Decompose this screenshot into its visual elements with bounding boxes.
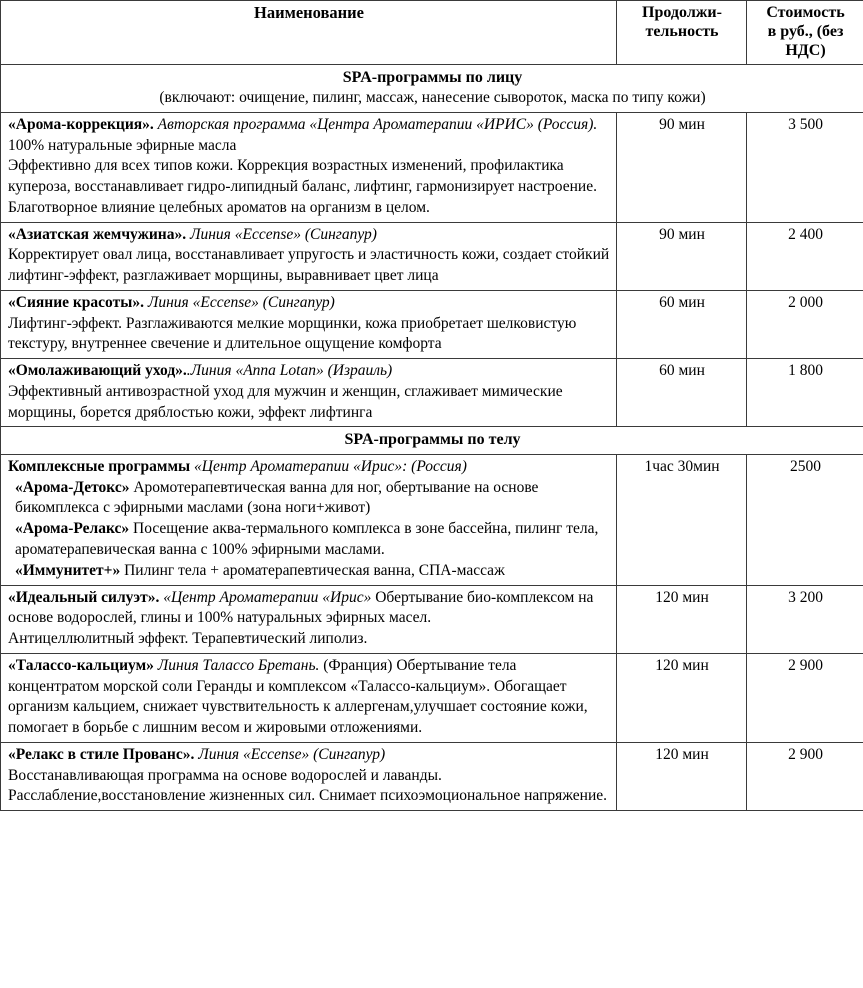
table-body: SPA-программы по лицу (включают: очищение… [0, 63, 863, 812]
section-header-cell: SPA-программы по телу [0, 426, 863, 455]
service-duration-cell: 90 мин [616, 111, 747, 223]
service-heading: «Сияние красоты». Линия «Eccense» (Синга… [8, 293, 610, 314]
service-brand: .Линия «Anna Lotan» (Израиль) [186, 362, 393, 380]
service-heading: «Релакс в стиле Прованс». Линия «Eccense… [8, 745, 610, 766]
service-brand: Линия «Eccense» (Сингапур) [143, 293, 335, 311]
service-duration-cell: 120 мин [616, 741, 747, 812]
service-subitem-name: «Арома-Детокс» [15, 478, 130, 496]
service-description: Восстанавливающая программа на основе во… [8, 766, 607, 805]
service-tail: (Франция) Обертывание тела концентратом … [8, 656, 588, 737]
service-description: Корректирует овал лица, восстанавливает … [8, 246, 610, 285]
service-price-cell: 3 500 [746, 111, 863, 223]
service-subitem: «Арома-Детокс» Аромотерапевтическая ванн… [8, 478, 610, 520]
service-title: «Талассо-кальциум» [8, 656, 154, 674]
section-subtitle: (включают: очищение, пилинг, массаж, нан… [159, 89, 706, 106]
service-brand: Линия «Eccense» (Сингапур) [194, 745, 386, 763]
service-title: «Азиатская жемчужина». [8, 225, 187, 243]
service-description: Эффективный антивозрастной уход для мужч… [8, 382, 563, 421]
service-title: «Сияние красоты». [8, 293, 144, 311]
service-price-cell: 3 200 [746, 584, 863, 654]
service-subitem-name: «Иммунитет+» [15, 561, 121, 579]
service-duration-cell: 60 мин [616, 358, 747, 428]
price-header-line3: НДС) [785, 42, 826, 60]
column-header-price: Стоимость в руб., (без НДС) [746, 0, 863, 65]
service-heading: Комплексные программы «Центр Ароматерапи… [8, 457, 610, 478]
service-tail: Обертывание био-комплексом на основе вод… [8, 588, 594, 627]
section-header-cell: SPA-программы по лицу (включают: очищение… [0, 63, 863, 113]
service-duration-cell: 60 мин [616, 289, 747, 360]
service-price-cell: 2 400 [746, 221, 863, 291]
service-title: «Релакс в стиле Прованс». [8, 745, 195, 763]
spa-price-table: Наименование Продолжи- тельность Стоимос… [0, 0, 863, 812]
duration-header-line1: Продолжи- [642, 4, 722, 21]
service-price-cell: 2 900 [746, 652, 863, 743]
service-subitem-name: «Арома-Релакс» [15, 520, 130, 538]
section-title: SPA-программы по лицу [342, 68, 523, 86]
table-row: «Сияние красоты». Линия «Eccense» (Синга… [0, 289, 863, 360]
service-heading: «Идеальный силуэт». «Центр Ароматерапии … [8, 588, 610, 630]
table-row: Комплексные программы «Центр Ароматерапи… [0, 453, 863, 586]
service-duration-cell: 1час 30мин [616, 453, 747, 586]
service-name-cell: «Релакс в стиле Прованс». Линия «Eccense… [0, 741, 617, 812]
table-row: «Идеальный силуэт». «Центр Ароматерапии … [0, 584, 863, 654]
price-header-line2: в руб., (без [767, 23, 844, 41]
service-description: Антицеллюлитный эффект. Терапевтический … [8, 630, 368, 648]
service-name-cell: «Идеальный силуэт». «Центр Ароматерапии … [0, 584, 617, 654]
service-subitem-text: Аромотерапевтическая ванна для ног, обер… [15, 478, 539, 517]
column-header-duration: Продолжи- тельность [616, 0, 747, 65]
section-header-row: SPA-программы по телу [0, 426, 863, 455]
service-name-cell: «Омолаживающий уход»..Линия «Anna Lotan»… [0, 358, 617, 428]
service-tail: 100% натуральные эфирные масла [8, 136, 237, 154]
service-heading: «Талассо-кальциум» Линия Талассо Бретань… [8, 656, 610, 739]
service-duration-cell: 120 мин [616, 584, 747, 654]
service-brand: «Центр Ароматерапии «Ирис»: (Россия) [190, 457, 467, 475]
service-brand: Линия «Eccense» (Сингапур) [186, 225, 377, 243]
service-duration-cell: 90 мин [616, 221, 747, 291]
table-row: «Азиатская жемчужина». Линия «Eccense» (… [0, 221, 863, 291]
service-name-cell: Комплексные программы «Центр Ароматерапи… [0, 453, 617, 586]
service-description: Эффективно для всех типов кожи. Коррекци… [8, 157, 597, 216]
service-name-cell: «Арома-коррекция». Авторская программа «… [0, 111, 617, 223]
price-header-line1: Стоимость [766, 4, 845, 21]
service-subitem-text: Посещение аква-термального комплекса в з… [15, 520, 599, 558]
service-heading: «Омолаживающий уход»..Линия «Anna Lotan»… [8, 361, 610, 382]
service-brand: «Центр Ароматерапии «Ирис» [159, 588, 372, 606]
service-description: Лифтинг-эффект. Разглаживаются мелкие мо… [8, 314, 577, 353]
service-brand: Линия Талассо Бретань. [153, 656, 320, 674]
column-header-name: Наименование [0, 0, 617, 65]
service-subitem: «Арома-Релакс» Посещение аква-термальног… [8, 519, 610, 561]
service-price-cell: 2 000 [746, 289, 863, 360]
service-title: «Арома-коррекция». [8, 115, 154, 133]
duration-header-line2: тельность [645, 23, 719, 41]
section-header-row: SPA-программы по лицу (включают: очищение… [0, 63, 863, 113]
table-header-row: Наименование Продолжи- тельность Стоимос… [0, 0, 863, 65]
table-row: «Арома-коррекция». Авторская программа «… [0, 111, 863, 223]
service-title: «Омолаживающий уход». [8, 362, 187, 380]
service-price-cell: 1 800 [746, 358, 863, 428]
section-title: SPA-программы по телу [344, 431, 521, 449]
service-price-cell: 2500 [746, 453, 863, 586]
service-name-cell: «Азиатская жемчужина». Линия «Eccense» (… [0, 221, 617, 291]
service-brand: Авторская программа «Центра Ароматерапии… [153, 115, 598, 133]
service-title: «Идеальный силуэт». [8, 588, 160, 606]
table-row: «Релакс в стиле Прованс». Линия «Eccense… [0, 741, 863, 812]
service-subitem-text: Пилинг тела + ароматерапевтическая ванна… [120, 561, 505, 579]
service-duration-cell: 120 мин [616, 652, 747, 743]
table-row: «Омолаживающий уход»..Линия «Anna Lotan»… [0, 358, 863, 428]
service-title: Комплексные программы [8, 457, 191, 475]
service-subitem: «Иммунитет+» Пилинг тела + ароматерапевт… [8, 561, 610, 582]
service-price-cell: 2 900 [746, 741, 863, 812]
service-name-cell: «Сияние красоты». Линия «Eccense» (Синга… [0, 289, 617, 360]
service-name-cell: «Талассо-кальциум» Линия Талассо Бретань… [0, 652, 617, 743]
service-heading: «Азиатская жемчужина». Линия «Eccense» (… [8, 225, 610, 246]
service-heading: «Арома-коррекция». Авторская программа «… [8, 115, 610, 157]
table-row: «Талассо-кальциум» Линия Талассо Бретань… [0, 652, 863, 743]
